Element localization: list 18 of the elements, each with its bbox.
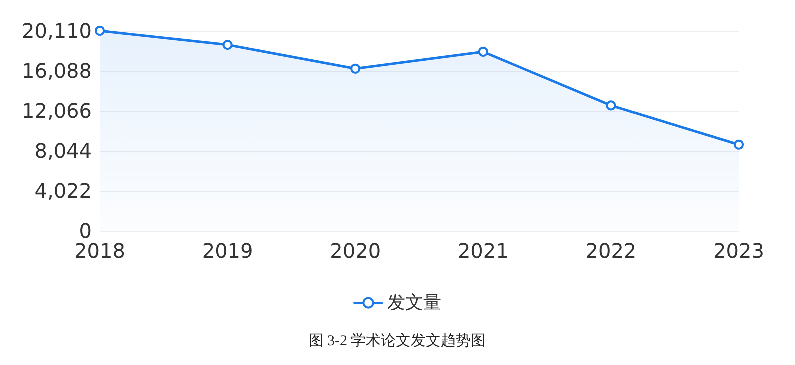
point [222,40,233,50]
x-tick-label: 2022 [586,239,637,263]
x-tick-label: 2020 [330,239,382,263]
legend-label: 发文量 [388,292,442,314]
y-tick-label: 8,044 [34,139,92,163]
point [606,100,616,111]
x-tick-label: 2019 [202,239,254,263]
y-tick-label: 16,088 [22,59,92,83]
y-tick-label: 20,110 [22,19,92,43]
point [734,140,744,150]
caption: 图 3-2 学术论文发文趋势图 [308,332,486,350]
x-tick-label: 2023 [714,239,764,263]
point [350,64,361,74]
point [478,46,488,57]
point [95,26,105,36]
y-tick-label: 4,022 [34,179,92,203]
x-tick-label: 2021 [458,239,509,263]
y-tick-label: 12,066 [22,99,92,123]
